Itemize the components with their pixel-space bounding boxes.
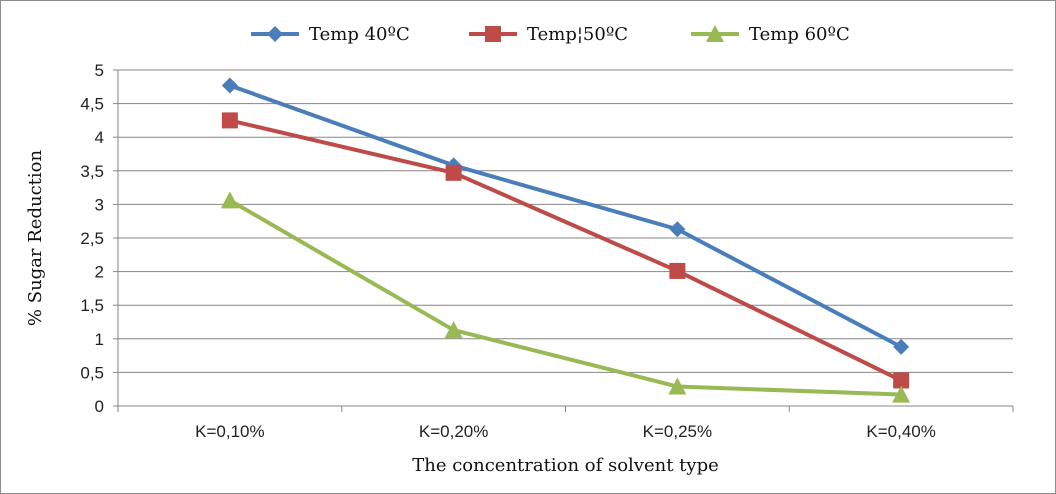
y-tick-label: 3,5 xyxy=(80,162,104,181)
data-point-triangle xyxy=(444,321,463,339)
data-point-square xyxy=(893,372,910,389)
legend-item: Temp 40ºC xyxy=(251,24,410,45)
x-tick-label: K=0,40% xyxy=(866,422,935,441)
grid-lines xyxy=(118,69,1013,373)
data-point-square xyxy=(485,26,501,42)
data-point-square xyxy=(221,112,238,129)
series-group xyxy=(220,77,911,403)
data-point-square xyxy=(445,164,462,181)
y-tick-label: 2,5 xyxy=(80,229,104,248)
y-tick-labels: 0 0,5 1 1,5 2 2,5 3 3,5 4 4,5 5 xyxy=(80,61,104,416)
x-tick-label: K=0,20% xyxy=(419,422,488,441)
x-tick-label: K=0,25% xyxy=(643,422,712,441)
y-tick-label: 4,5 xyxy=(80,95,104,114)
data-point-triangle xyxy=(668,377,687,395)
legend-item: Temp¦50ºC xyxy=(469,24,628,45)
y-tick-label: 0,5 xyxy=(80,363,104,382)
y-tick-label: 3 xyxy=(95,195,104,214)
legend-item: Temp 60ºC xyxy=(691,24,850,45)
y-tick-label: 1,5 xyxy=(80,296,104,315)
x-tick-label: K=0,10% xyxy=(195,422,264,441)
series-2 xyxy=(221,112,910,389)
data-point-triangle xyxy=(220,191,239,209)
data-point-diamond xyxy=(893,338,910,355)
y-tick-label: 4 xyxy=(95,128,104,147)
data-point-triangle xyxy=(892,385,911,403)
data-point-diamond xyxy=(221,77,238,94)
y-tick-label: 1 xyxy=(95,330,104,349)
y-tick-label: 2 xyxy=(95,263,104,282)
data-point-square xyxy=(669,262,686,279)
data-point-diamond xyxy=(669,221,686,238)
y-tick-label: 5 xyxy=(95,61,104,80)
data-point-triangle xyxy=(706,25,724,42)
series-1 xyxy=(221,77,910,355)
y-tick-label: 0 xyxy=(95,397,104,416)
series-line xyxy=(229,118,903,383)
legend-label: Temp 40ºC xyxy=(309,24,410,45)
x-tick-labels: K=0,10% K=0,20% K=0,25% K=0,40% xyxy=(195,422,936,441)
series-line xyxy=(229,83,903,349)
legend-label: Temp¦50ºC xyxy=(527,24,628,45)
y-axis-title: % Sugar Reduction xyxy=(25,150,46,327)
legend: Temp 40ºC Temp¦50ºC Temp 60ºC xyxy=(251,24,850,45)
series-3 xyxy=(220,191,911,403)
data-point-diamond xyxy=(267,26,283,42)
legend-label: Temp 60ºC xyxy=(749,24,850,45)
axes xyxy=(113,69,1014,412)
series-line xyxy=(228,198,902,397)
x-axis-title: The concentration of solvent type xyxy=(412,455,719,476)
